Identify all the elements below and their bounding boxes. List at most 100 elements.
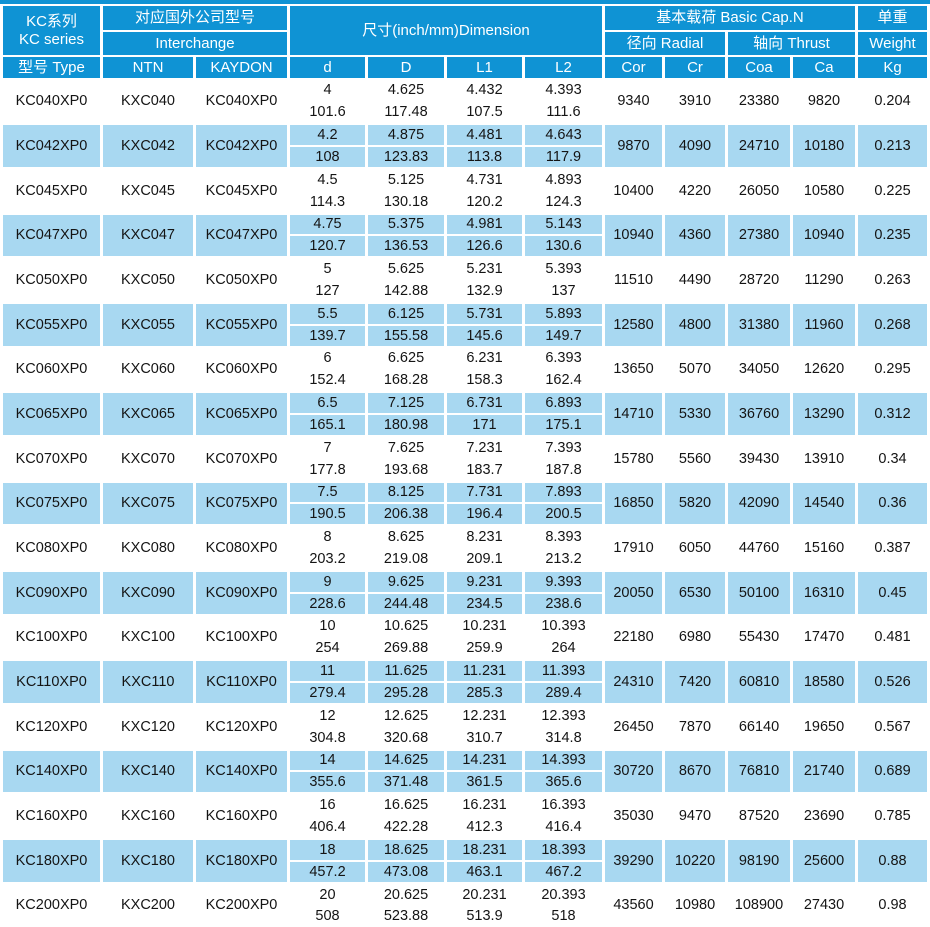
cell-kaydon: KC065XP0 bbox=[196, 393, 287, 435]
cell-cor: 35030 bbox=[613, 808, 654, 825]
cell-kaydon: KC050XP0 bbox=[205, 272, 278, 289]
cell-kg: 0.98 bbox=[878, 897, 907, 914]
table-row: KC200XP0 KXC200 KC200XP0 20 508 20.625 523.88 2… bbox=[0, 883, 930, 927]
cell-l2-mm: 213.2 bbox=[545, 550, 582, 567]
cell-d-inch: 9.625 bbox=[368, 571, 444, 592]
cell-l1-mm: 310.7 bbox=[466, 729, 503, 746]
cell-l1-inch: 7.231 bbox=[466, 439, 503, 456]
cell-d-mm: 473.08 bbox=[368, 861, 444, 882]
cell-d-mm: 180.98 bbox=[368, 415, 444, 435]
cell-cr: 4360 bbox=[665, 214, 725, 257]
cell-cr: 9470 bbox=[678, 808, 712, 825]
cell-d-mm: 406.4 bbox=[309, 819, 346, 835]
cell-coa: 42090 bbox=[728, 482, 790, 525]
cell-ntn: KXC140 bbox=[103, 750, 193, 793]
cell-d-mm: 219.08 bbox=[383, 550, 429, 567]
cell-type: KC080XP0 bbox=[15, 540, 88, 557]
cell-l1-inch: 12.231 bbox=[462, 707, 507, 724]
cell-coa: 28720 bbox=[738, 272, 780, 289]
cell-d-mm: 101.6 bbox=[309, 104, 346, 121]
cell-l1-mm: 183.7 bbox=[466, 461, 503, 478]
cell-d-mm: 123.83 bbox=[368, 147, 444, 167]
cell-l2-mm: 238.6 bbox=[525, 593, 602, 614]
cell-d-mm: 142.88 bbox=[383, 282, 429, 299]
column-header-coa: Coa bbox=[728, 57, 790, 78]
cell-coa: 23380 bbox=[738, 93, 780, 110]
column-header-cr: Cr bbox=[665, 57, 725, 78]
cell-ntn: KXC070 bbox=[120, 450, 175, 467]
cell-cor: 26450 bbox=[613, 718, 654, 735]
cell-d-mm: 136.53 bbox=[368, 236, 444, 257]
cell-coa: 55430 bbox=[738, 629, 780, 646]
cell-l2-mm: 162.4 bbox=[545, 372, 582, 389]
cell-l1-mm: 463.1 bbox=[447, 861, 522, 882]
header-basic-cap: 基本载荷 Basic Cap.N bbox=[605, 6, 855, 30]
header-dimension: 尺寸(inch/mm)Dimension bbox=[290, 6, 602, 55]
table-row: KC065XP0 KXC065 KC065XP0 6.5 165.1 7.125 180.9… bbox=[0, 392, 930, 437]
cell-d-inch: 20 bbox=[319, 886, 336, 903]
cell-coa: 87520 bbox=[738, 808, 780, 825]
cell-l1-inch: 5.231 bbox=[466, 261, 503, 278]
cell-l1-inch: 6.731 bbox=[447, 393, 522, 414]
cell-d-inch: 11.625 bbox=[368, 661, 444, 682]
cell-d-mm: 127 bbox=[315, 282, 340, 299]
cell-d-inch: 4.625 bbox=[387, 82, 425, 99]
cell-l1-mm: 171 bbox=[447, 415, 522, 435]
cell-d-inch: 4.2 bbox=[290, 125, 365, 145]
cell-cor: 10400 bbox=[613, 182, 654, 199]
cell-d-inch: 4 bbox=[323, 82, 332, 99]
cell-d-inch: 6.625 bbox=[387, 350, 425, 367]
cell-cr: 4220 bbox=[678, 182, 712, 199]
cell-l2-inch: 18.393 bbox=[525, 839, 602, 860]
cell-kaydon: KC080XP0 bbox=[205, 540, 278, 557]
cell-coa: 76810 bbox=[728, 750, 790, 793]
cell-d-inch: 16.625 bbox=[383, 797, 429, 814]
cell-d-inch: 7.625 bbox=[387, 439, 425, 456]
cell-l1-mm: 145.6 bbox=[447, 325, 522, 346]
cell-ntn: KXC060 bbox=[120, 361, 175, 378]
cell-l1-inch: 20.231 bbox=[462, 886, 507, 903]
cell-d-inch: 8.125 bbox=[368, 482, 444, 503]
cell-kg: 0.785 bbox=[874, 808, 911, 825]
cell-kaydon: KC140XP0 bbox=[196, 750, 287, 793]
cell-l2-mm: 416.4 bbox=[545, 819, 582, 835]
cell-l1-inch: 8.231 bbox=[466, 529, 503, 546]
cell-l1-mm: 361.5 bbox=[447, 772, 522, 793]
cell-l1-mm: 126.6 bbox=[447, 236, 522, 257]
cell-l1-inch: 6.231 bbox=[466, 350, 503, 367]
header-radial: 径向 Radial bbox=[605, 32, 725, 55]
cell-d-inch: 14.625 bbox=[368, 750, 444, 771]
cell-type: KC047XP0 bbox=[3, 214, 100, 257]
cell-d-inch: 5.125 bbox=[387, 171, 425, 188]
cell-ca: 25600 bbox=[793, 839, 855, 882]
cell-type: KC040XP0 bbox=[15, 93, 88, 110]
cell-kaydon: KC070XP0 bbox=[205, 450, 278, 467]
cell-cor: 30720 bbox=[605, 750, 662, 793]
cell-l1-mm: 132.9 bbox=[466, 282, 503, 299]
cell-l2-inch: 4.893 bbox=[545, 171, 582, 188]
cell-kg: 0.387 bbox=[874, 540, 911, 557]
cell-type: KC075XP0 bbox=[3, 482, 100, 525]
cell-ntn: KXC050 bbox=[120, 272, 175, 289]
table-row: KC100XP0 KXC100 KC100XP0 10 254 10.625 269.88 1… bbox=[0, 615, 930, 660]
table-row: KC075XP0 KXC075 KC075XP0 7.5 190.5 8.125 206.3… bbox=[0, 481, 930, 526]
cell-kg: 0.213 bbox=[858, 125, 927, 167]
cell-l2-mm: 175.1 bbox=[525, 415, 602, 435]
cell-d-inch: 18 bbox=[290, 839, 365, 860]
cell-coa: 44760 bbox=[738, 540, 780, 557]
cell-l1-mm: 209.1 bbox=[466, 550, 503, 567]
cell-coa: 31380 bbox=[728, 303, 790, 346]
cell-l2-inch: 14.393 bbox=[525, 750, 602, 771]
cell-d-mm: 120.7 bbox=[290, 236, 365, 257]
cell-l2-mm: 130.6 bbox=[525, 236, 602, 257]
cell-cor: 12580 bbox=[605, 303, 662, 346]
column-header-L2: L2 bbox=[525, 57, 602, 78]
cell-ntn: KXC045 bbox=[120, 182, 175, 199]
cell-l1-mm: 513.9 bbox=[466, 908, 503, 925]
cell-ca: 23690 bbox=[803, 808, 845, 825]
table-row: KC045XP0 KXC045 KC045XP0 4.5 114.3 5.125 130.1… bbox=[0, 168, 930, 213]
cell-ca: 17470 bbox=[803, 629, 845, 646]
cell-d-inch: 4.5 bbox=[317, 171, 338, 188]
cell-cor: 10940 bbox=[605, 214, 662, 257]
cell-l2-mm: 149.7 bbox=[525, 325, 602, 346]
